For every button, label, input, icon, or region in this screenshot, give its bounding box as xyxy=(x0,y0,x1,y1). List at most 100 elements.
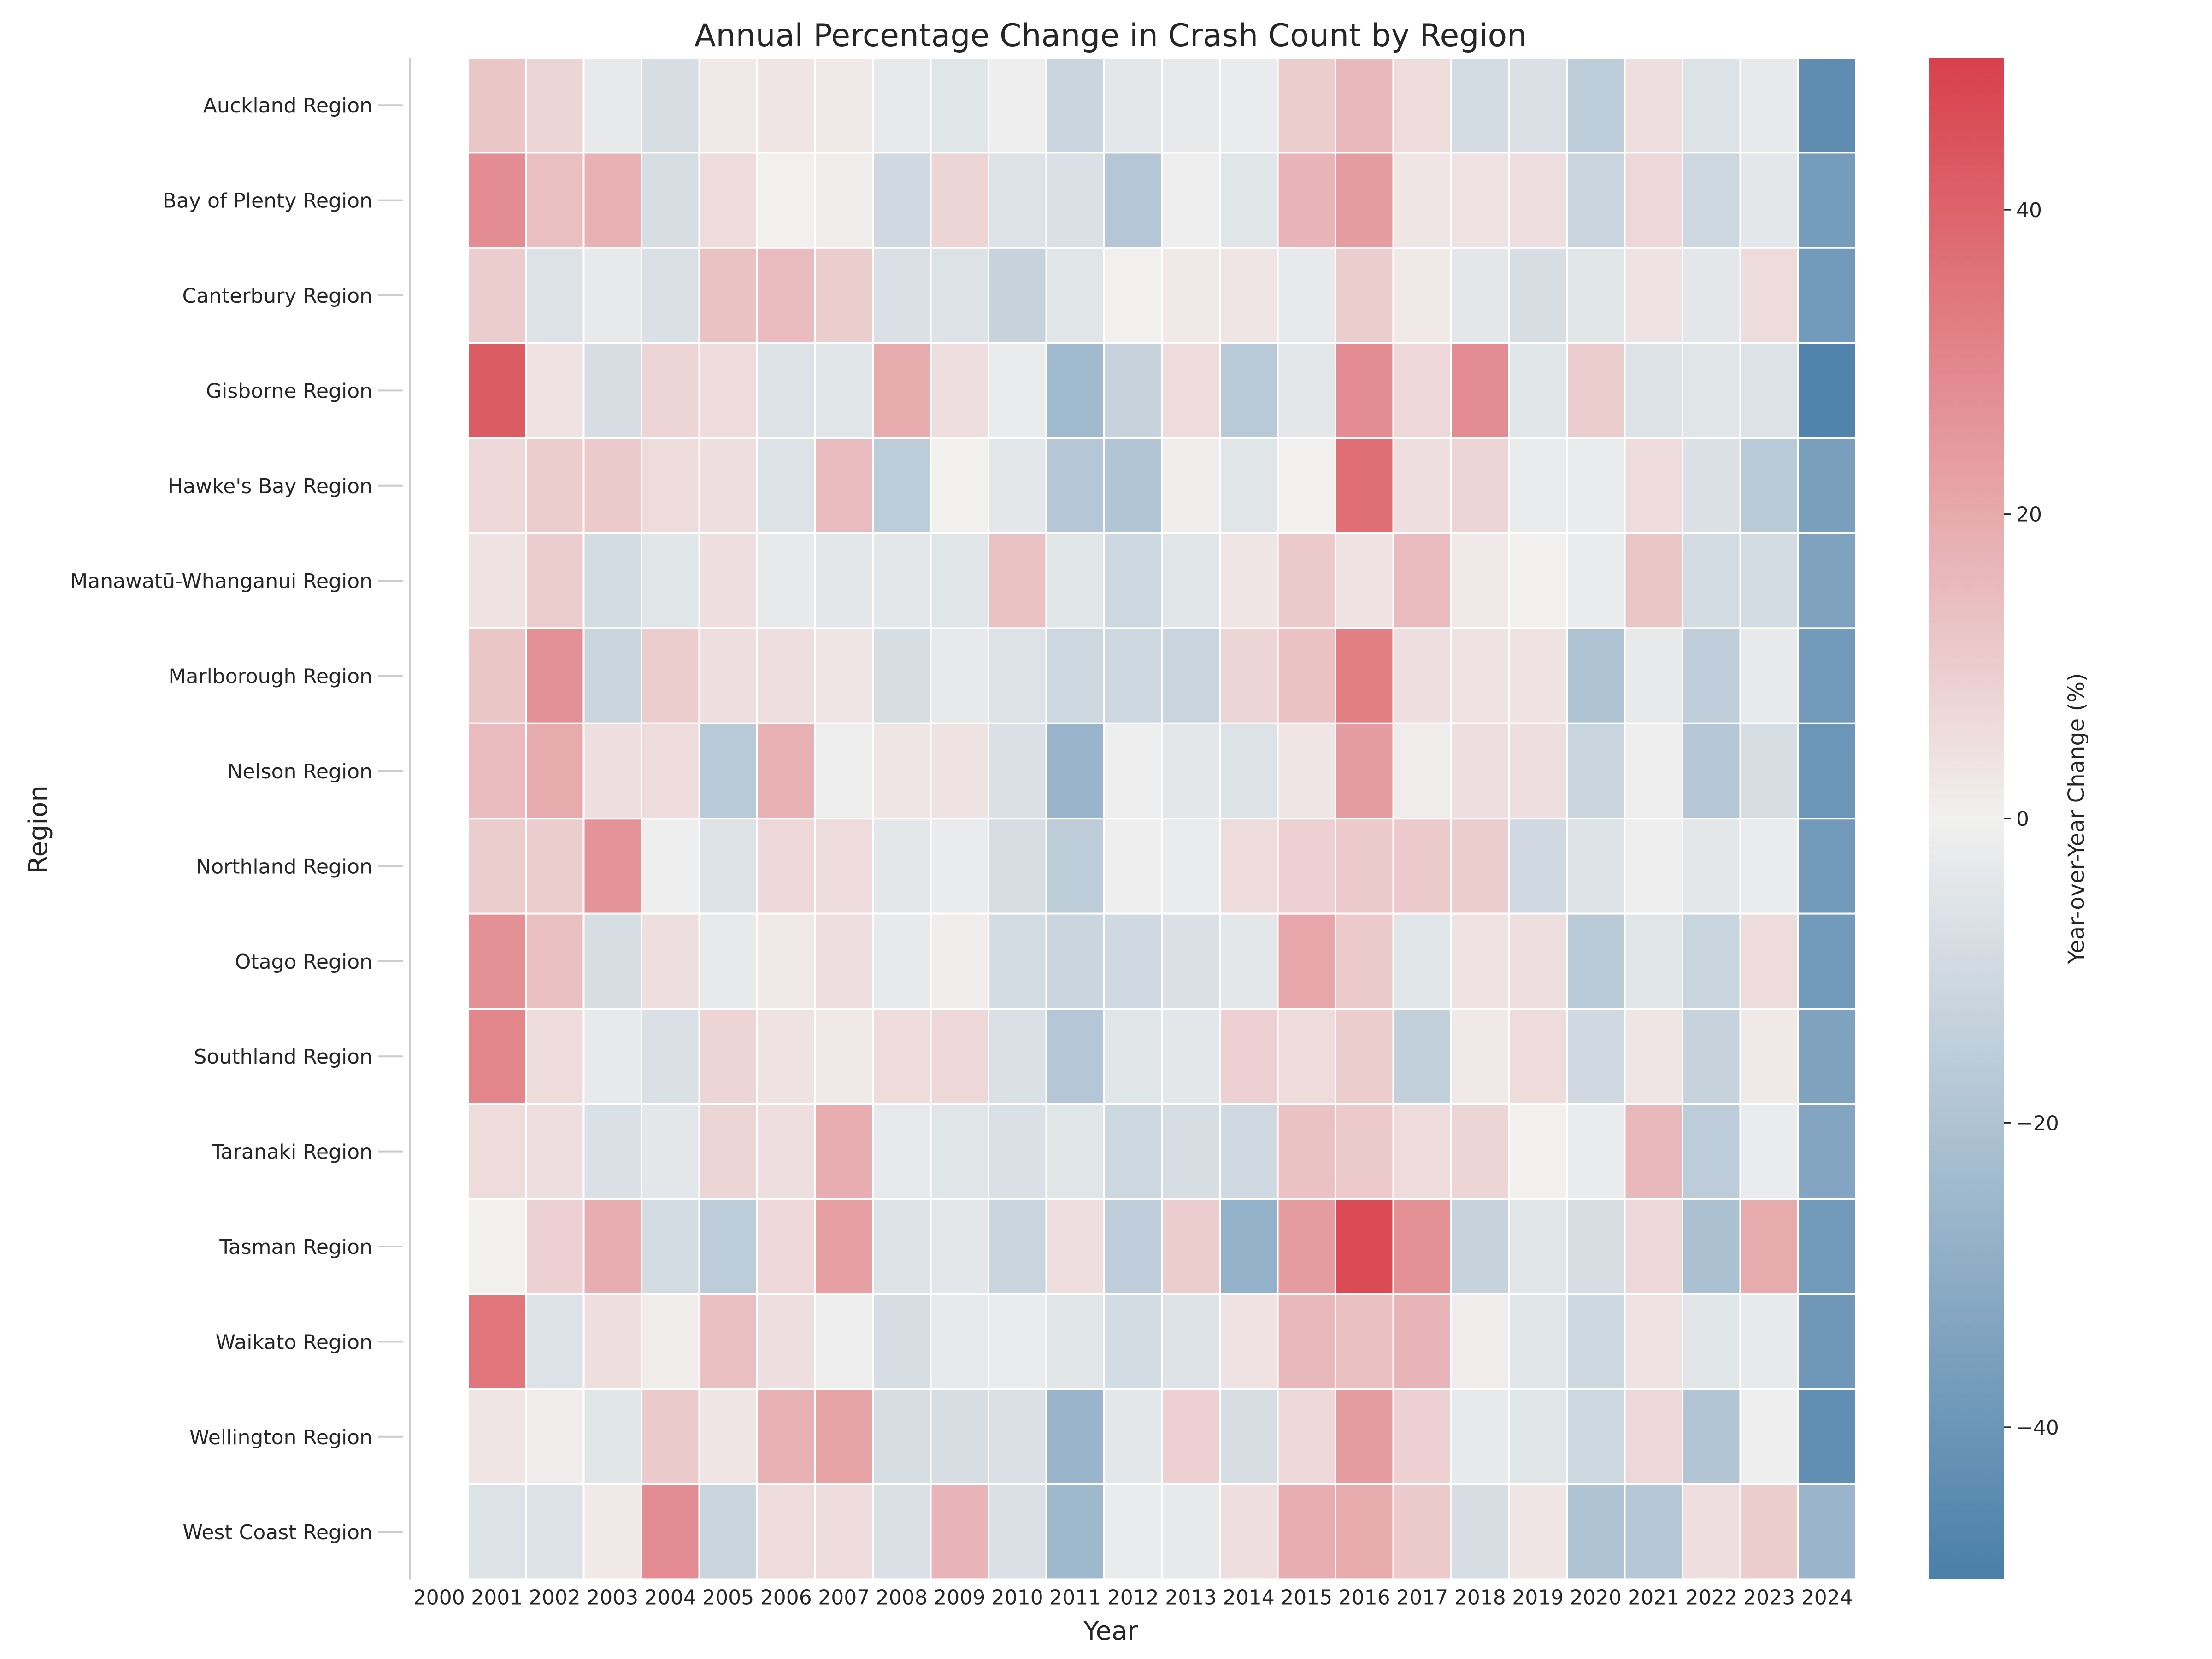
heatmap-cell xyxy=(1682,532,1741,629)
heatmap-cell xyxy=(1045,627,1105,724)
heatmap-cell xyxy=(1566,247,1626,344)
x-axis: 2000 2001 2002 2003 2004 2005 2006 2007 2008 2009… xyxy=(413,1586,1853,1609)
heatmap-cell xyxy=(1624,1483,1683,1581)
heatmap-cell xyxy=(1624,722,1683,820)
colorbar: 40 20 0 −20 −40 Year-over-Year Change (%) xyxy=(1929,58,2089,1579)
x-tick-label: 2000 xyxy=(413,1586,465,1609)
heatmap-cell xyxy=(582,1293,642,1390)
y-tick-label: Canterbury Region xyxy=(182,284,372,308)
heatmap-cell xyxy=(756,247,816,344)
heatmap-cell xyxy=(930,57,989,154)
heatmap-cell xyxy=(1103,247,1163,344)
heatmap-cell xyxy=(988,57,1047,154)
heatmap-cell xyxy=(1219,1293,1279,1390)
heatmap-cell xyxy=(1797,818,1857,915)
heatmap-cell xyxy=(872,1388,932,1486)
heatmap-cell xyxy=(467,57,527,154)
heatmap-cell xyxy=(1335,1388,1394,1486)
heatmap-cell xyxy=(698,818,758,915)
heatmap-cell xyxy=(1277,437,1336,534)
heatmap-cell xyxy=(1392,532,1452,629)
heatmap-cell xyxy=(1277,1483,1336,1581)
heatmap-cell xyxy=(1335,818,1394,915)
heatmap-cell xyxy=(1508,912,1568,1010)
heatmap-cell xyxy=(1508,532,1568,629)
y-tick-label: Wellington Region xyxy=(189,1426,372,1449)
heatmap-cell xyxy=(1335,1103,1394,1200)
heatmap-cell xyxy=(1797,1198,1857,1295)
heatmap-cell xyxy=(1566,1103,1626,1200)
heatmap-cell xyxy=(756,1293,816,1390)
x-tick-label: 2022 xyxy=(1686,1586,1737,1609)
x-tick-label: 2006 xyxy=(760,1586,812,1609)
heatmap-cell xyxy=(1566,912,1626,1010)
heatmap-cell xyxy=(1797,1008,1857,1105)
y-tick-label: Nelson Region xyxy=(227,760,372,783)
heatmap-cell xyxy=(988,1103,1047,1200)
heatmap-cell xyxy=(1450,1008,1510,1105)
heatmap-cell xyxy=(988,1293,1047,1390)
heatmap-cell xyxy=(1103,1293,1163,1390)
heatmap-cell xyxy=(1219,247,1279,344)
heatmap-cell xyxy=(1335,1198,1394,1295)
heatmap-cell xyxy=(467,437,527,534)
heatmap-cell xyxy=(1161,57,1221,154)
y-tick-label: West Coast Region xyxy=(182,1521,372,1544)
heatmap-cell xyxy=(1219,627,1279,724)
heatmap-cell xyxy=(1566,1293,1626,1390)
heatmap-cell xyxy=(467,1483,527,1581)
heatmap-cell xyxy=(582,912,642,1010)
heatmap-cell xyxy=(467,1293,527,1390)
heatmap-cell xyxy=(1624,152,1683,249)
heatmap-cell xyxy=(872,247,932,344)
heatmap-cell xyxy=(1045,1198,1105,1295)
heatmap-cell xyxy=(814,1198,874,1295)
heatmap-cell xyxy=(1045,1008,1105,1105)
heatmap-cell xyxy=(1045,57,1105,154)
heatmap-cell xyxy=(582,1198,642,1295)
heatmap-cell xyxy=(1045,818,1105,915)
heatmap-cell xyxy=(1392,1103,1452,1200)
heatmap-cell xyxy=(1219,532,1279,629)
heatmap-cell xyxy=(1392,1483,1452,1581)
heatmap-cell xyxy=(1335,57,1394,154)
y-tick-label: Gisborne Region xyxy=(206,379,372,403)
x-tick-label: 2002 xyxy=(529,1586,581,1609)
heatmap-cell xyxy=(641,912,700,1010)
heatmap-cell xyxy=(582,1103,642,1200)
heatmap-cell xyxy=(1045,152,1105,249)
heatmap-cell xyxy=(582,247,642,344)
heatmap-cell xyxy=(814,532,874,629)
heatmap-cell xyxy=(641,152,700,249)
heatmap-cell xyxy=(582,627,642,724)
heatmap-cell xyxy=(1450,342,1510,439)
heatmap-cell xyxy=(641,437,700,534)
heatmap-cell xyxy=(525,1483,585,1581)
heatmap-cell xyxy=(698,1388,758,1486)
x-tick-label: 2021 xyxy=(1628,1586,1679,1609)
heatmap-cell xyxy=(1508,627,1568,724)
heatmap-cell xyxy=(1277,1388,1336,1486)
heatmap-cell xyxy=(1624,437,1683,534)
x-tick-label: 2009 xyxy=(934,1586,985,1609)
heatmap-cell xyxy=(1566,1483,1626,1581)
y-tick-label: Tasman Region xyxy=(219,1235,372,1259)
heatmap-cell xyxy=(1450,1293,1510,1390)
heatmap-cell xyxy=(1161,722,1221,820)
heatmap-cell xyxy=(1739,627,1799,724)
heatmap-cell xyxy=(1450,247,1510,344)
heatmap-cell xyxy=(467,1198,527,1295)
heatmap-cell xyxy=(1566,722,1626,820)
x-tick-label: 2023 xyxy=(1743,1586,1795,1609)
heatmap-cell xyxy=(1277,532,1336,629)
heatmap-cell xyxy=(1797,57,1857,154)
heatmap-cell xyxy=(756,1008,816,1105)
heatmap-cells xyxy=(467,57,1857,1581)
colorbar-gradient xyxy=(1929,58,2004,1579)
heatmap-cell xyxy=(1335,437,1394,534)
heatmap-cell xyxy=(814,437,874,534)
heatmap-cell xyxy=(1045,247,1105,344)
heatmap-cell xyxy=(641,532,700,629)
heatmap-cell xyxy=(641,818,700,915)
heatmap-cell xyxy=(641,1008,700,1105)
